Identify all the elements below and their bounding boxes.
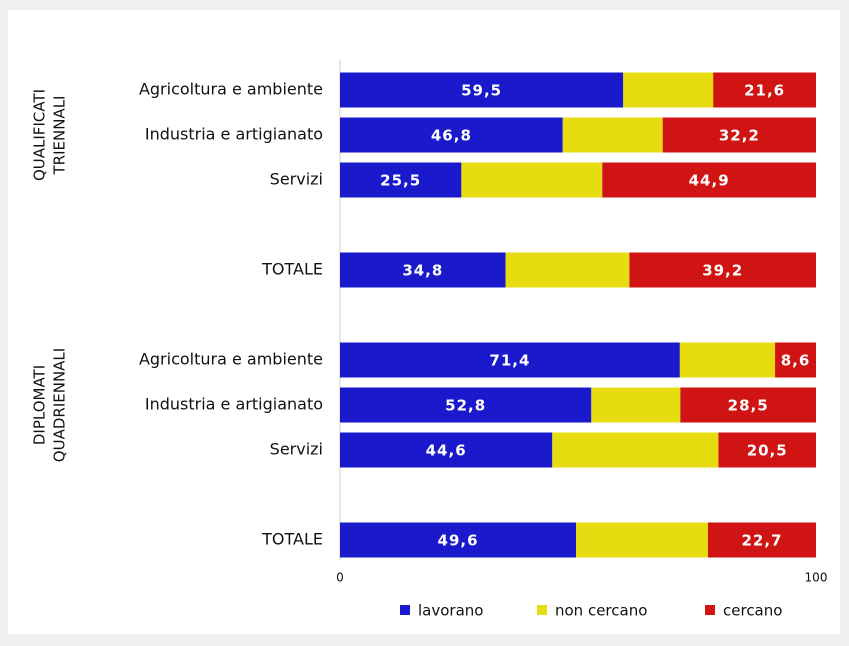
bar-segment — [340, 252, 506, 288]
category-label: Industria e artigianato — [145, 395, 323, 414]
group-label: TRIENNALI — [51, 96, 69, 176]
value-label: 22,7 — [741, 532, 782, 550]
legend-label: cercano — [723, 602, 782, 620]
bar-segment — [461, 162, 603, 198]
category-label: TOTALE — [261, 260, 323, 279]
bar-segment — [602, 162, 816, 198]
category-label: Agricoltura e ambiente — [139, 80, 323, 99]
value-label: 34,8 — [402, 262, 443, 280]
group-label: QUADRIENNALI — [51, 348, 69, 462]
group-label: QUALIFICATI — [31, 89, 49, 181]
category-label: Servizi — [270, 440, 323, 459]
value-label: 49,6 — [438, 532, 479, 550]
legend-label: lavorano — [418, 602, 483, 620]
legend-swatch — [400, 605, 410, 615]
legend-swatch — [537, 605, 547, 615]
legend-label: non cercano — [555, 602, 647, 620]
value-label: 46,8 — [431, 127, 472, 145]
bar-segment — [340, 387, 592, 423]
bar-segment — [623, 72, 714, 108]
value-label: 32,2 — [719, 127, 760, 145]
value-label: 71,4 — [489, 352, 530, 370]
bar-segment — [340, 522, 577, 558]
bar-segment — [340, 117, 563, 153]
value-label: 44,6 — [426, 442, 467, 460]
category-label: Industria e artigianato — [145, 125, 323, 144]
bar-segment — [775, 342, 816, 378]
value-label: 59,5 — [461, 82, 502, 100]
bar-segment — [713, 72, 816, 108]
bar-segment — [718, 432, 816, 468]
bar-segment — [552, 432, 719, 468]
bar-segment — [340, 342, 680, 378]
bar-segment — [505, 252, 630, 288]
bar-segment — [340, 162, 462, 198]
bar-segment — [679, 342, 776, 378]
bar-segment — [707, 522, 816, 558]
category-label: TOTALE — [261, 530, 323, 549]
bar-segment — [591, 387, 681, 423]
value-label: 25,5 — [380, 172, 421, 190]
category-label: Servizi — [270, 170, 323, 189]
value-label: 44,9 — [689, 172, 730, 190]
x-tick-label: 0 — [336, 571, 344, 585]
x-tick-label: 100 — [805, 571, 828, 585]
group-label: DIPLOMATI — [31, 365, 49, 445]
bar-segment — [562, 117, 663, 153]
bar-segment — [340, 72, 624, 108]
value-label: 20,5 — [747, 442, 788, 460]
legend-swatch — [705, 605, 715, 615]
value-label: 8,6 — [781, 352, 811, 370]
value-label: 28,5 — [728, 397, 769, 415]
bar-segment — [629, 252, 816, 288]
bar-segment — [662, 117, 816, 153]
value-label: 52,8 — [445, 397, 486, 415]
category-label: Agricoltura e ambiente — [139, 350, 323, 369]
bar-segment — [576, 522, 708, 558]
bar-segment — [340, 432, 553, 468]
value-label: 21,6 — [744, 82, 785, 100]
bar-segment — [680, 387, 816, 423]
value-label: 39,2 — [702, 262, 743, 280]
